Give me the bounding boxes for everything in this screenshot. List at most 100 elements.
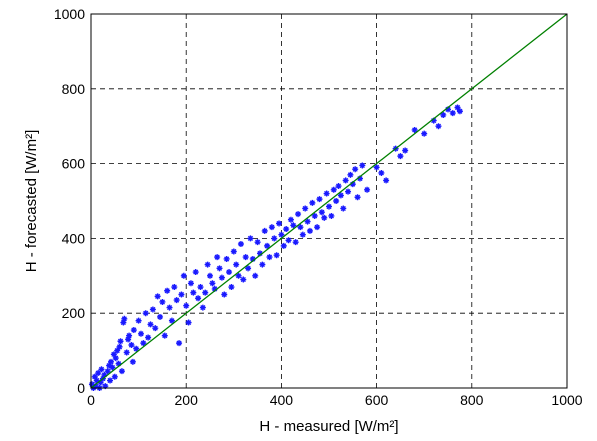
data-point (326, 203, 332, 210)
data-point (202, 289, 209, 296)
data-point (266, 254, 273, 261)
x-tick-label: 600 (365, 392, 389, 408)
data-point (199, 304, 206, 311)
data-point (283, 226, 290, 233)
data-point (323, 190, 330, 197)
y-tick-label: 1000 (54, 6, 85, 22)
data-point (356, 175, 363, 182)
data-point (314, 224, 321, 231)
data-point (297, 224, 304, 231)
data-point (107, 358, 114, 365)
data-point (364, 186, 371, 193)
data-point (129, 358, 136, 365)
data-point (285, 237, 292, 244)
data-point (330, 186, 337, 193)
y-tick-label: 800 (62, 81, 86, 97)
data-point (183, 302, 190, 309)
data-point (221, 291, 228, 298)
data-point (254, 239, 261, 246)
data-point (278, 231, 285, 238)
x-tick-label: 1000 (551, 392, 582, 408)
data-point (347, 171, 354, 178)
data-point (106, 362, 113, 369)
data-point (456, 108, 463, 115)
data-point (359, 162, 366, 169)
data-point (299, 231, 306, 238)
data-point (233, 261, 240, 268)
data-point (142, 310, 149, 317)
data-point (304, 218, 311, 225)
data-point (168, 317, 175, 324)
data-point (101, 371, 108, 378)
data-point (109, 364, 116, 371)
data-point (110, 351, 117, 358)
data-point (373, 164, 380, 171)
data-point (204, 261, 211, 268)
data-point (228, 284, 235, 291)
y-tick-label: 600 (62, 156, 86, 172)
data-point (252, 272, 259, 279)
data-point (176, 340, 183, 347)
data-point (107, 377, 114, 384)
data-point (292, 239, 299, 246)
data-point (130, 327, 137, 334)
data-point (306, 227, 313, 234)
data-point (118, 368, 125, 375)
data-point (245, 265, 252, 272)
x-tick-labels: 0 200 400 600 800 1000 (87, 392, 583, 408)
data-point (102, 383, 109, 390)
data-point (92, 383, 99, 390)
data-point (149, 306, 156, 313)
data-point (192, 269, 199, 276)
data-point (354, 194, 361, 201)
data-point (449, 110, 456, 117)
data-point (280, 242, 287, 249)
data-point (302, 205, 309, 212)
y-tick-label: 400 (62, 230, 86, 246)
x-axis-label: H - measured [W/m²] (259, 418, 398, 435)
data-point (342, 177, 349, 184)
data-point (261, 227, 268, 234)
data-point (98, 366, 105, 373)
data-point (121, 315, 128, 322)
data-point (171, 284, 178, 291)
data-point (180, 272, 187, 279)
data-points (88, 104, 463, 391)
data-point (235, 272, 242, 279)
data-point (316, 196, 323, 203)
data-point (273, 252, 280, 259)
data-point (116, 343, 123, 350)
data-point (187, 280, 194, 287)
plot-frame (90, 13, 568, 389)
data-point (161, 332, 168, 339)
data-point (147, 321, 154, 328)
data-point (352, 166, 359, 173)
data-point (223, 255, 230, 262)
data-point (230, 248, 237, 255)
data-point (91, 373, 98, 380)
data-point (154, 293, 161, 300)
data-point (173, 297, 180, 304)
data-point (247, 235, 254, 242)
data-point (259, 261, 266, 268)
data-point (237, 241, 244, 248)
data-point (137, 330, 144, 337)
data-point (135, 317, 142, 324)
data-point (114, 347, 121, 354)
data-point (328, 212, 335, 219)
data-point (335, 183, 342, 190)
data-point (211, 285, 218, 292)
data-point (157, 313, 164, 320)
data-point (115, 360, 122, 367)
data-point (421, 130, 428, 137)
data-point (178, 291, 185, 298)
data-point (264, 242, 271, 249)
data-point (104, 368, 111, 375)
data-point (164, 287, 171, 294)
data-point (117, 338, 124, 345)
data-point (159, 298, 166, 305)
data-point (88, 381, 95, 388)
data-point (287, 216, 294, 223)
x-tick-label: 800 (460, 392, 484, 408)
